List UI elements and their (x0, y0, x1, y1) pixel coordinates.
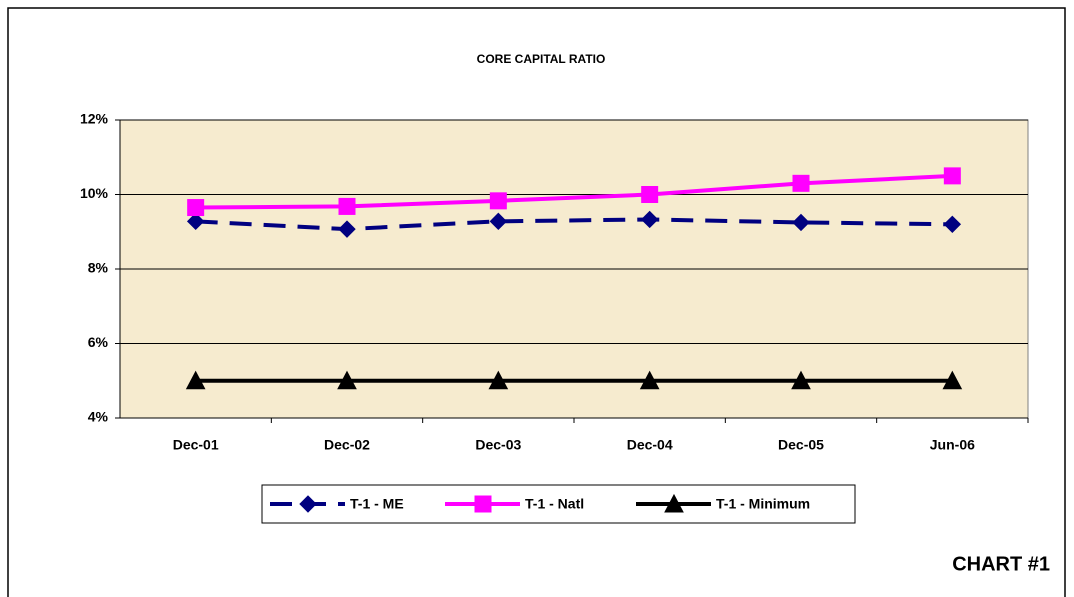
series-line (195, 173, 953, 210)
marker (640, 210, 659, 229)
marker (943, 215, 962, 234)
series-line (195, 217, 953, 232)
legend-label: T-1 - Natl (525, 496, 584, 512)
marker (489, 212, 508, 231)
marker (664, 493, 684, 513)
marker (792, 213, 810, 232)
x-tick-label: Dec-01 (173, 437, 219, 453)
x-tick-label: Dec-04 (627, 437, 673, 453)
marker (187, 199, 205, 217)
marker (942, 370, 963, 390)
marker (474, 495, 492, 513)
annotation: CHART #1 (952, 553, 1050, 575)
y-tick-label: 4% (88, 409, 109, 425)
marker (337, 370, 357, 390)
legend-label: T-1 - Minimum (716, 496, 810, 512)
y-tick-label: 12% (80, 111, 109, 127)
marker (338, 220, 356, 238)
marker (488, 370, 509, 390)
y-tick-label: 8% (88, 260, 109, 276)
x-tick-label: Dec-05 (778, 437, 824, 453)
marker (943, 167, 961, 185)
marker (186, 212, 205, 231)
marker (489, 192, 507, 210)
marker (299, 495, 317, 513)
marker (338, 197, 356, 215)
marker (791, 370, 811, 390)
marker (792, 174, 810, 192)
y-tick-label: 6% (88, 334, 109, 350)
y-tick-label: 10% (80, 185, 109, 201)
x-tick-label: Dec-02 (324, 437, 370, 453)
marker (185, 370, 206, 390)
x-tick-label: Jun-06 (930, 437, 975, 453)
legend (261, 484, 856, 524)
legend-label: T-1 - ME (350, 496, 404, 512)
marker (639, 370, 660, 390)
x-tick-label: Dec-03 (475, 437, 521, 453)
chart-title: CORE CAPITAL RATIO (477, 52, 606, 66)
marker (641, 186, 659, 203)
